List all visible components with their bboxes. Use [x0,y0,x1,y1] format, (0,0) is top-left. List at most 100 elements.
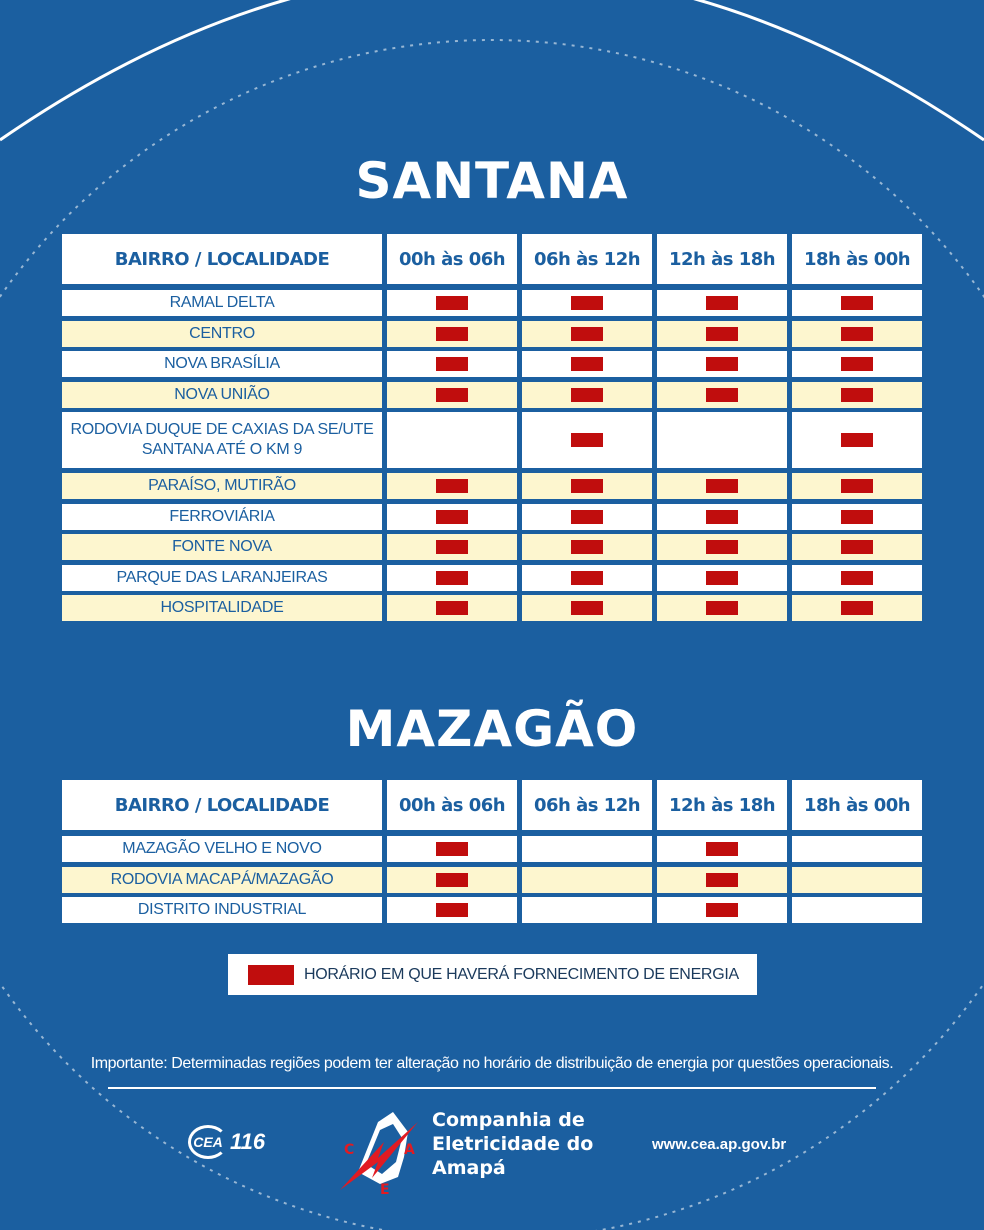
location-name-line: CENTRO [189,324,255,342]
location-name-line: NOVA UNIÃO [174,385,270,403]
supply-mark [571,326,603,341]
period-cell [387,897,517,924]
location-name-line: DISTRITO INDUSTRIAL [137,901,307,919]
location-name-line: PARAÍSO, MUTIRÃO [148,476,296,494]
period-cell [657,897,787,924]
disc-number: 116 [230,1129,266,1154]
supply-mark [571,478,603,493]
period-cell [657,595,787,622]
period-cell [657,836,787,862]
supply-mark [436,387,468,402]
period-cell [657,534,787,561]
period-cell [792,472,922,499]
supply-mark [571,357,603,372]
period-cell [792,351,922,378]
supply-mark [436,296,468,310]
supply-mark [706,872,738,887]
supply-mark [706,478,738,493]
period-cell [792,534,922,561]
supply-mark [571,433,603,448]
period-cell [522,381,652,408]
period-cell [792,564,922,591]
supply-mark [571,540,603,555]
location-name: NOVA BRASÍLIA [62,351,382,378]
supply-mark [571,509,603,524]
period-cell [522,897,652,924]
supply-mark [706,509,738,524]
period-cell [792,290,922,316]
period-cell [387,412,517,469]
legend: HORÁRIO EM QUE HAVERÁ FORNECIMENTO DE EN… [228,954,757,995]
period-cell [387,351,517,378]
location-name: RODOVIA MACAPÁ/MAZAGÃO [62,866,382,893]
supply-mark [841,296,873,310]
location-name-line: NOVA BRASÍLIA [164,355,280,373]
company-name: Companhia de Eletricidade do Amapá [432,1108,593,1180]
location-name-line: PARQUE DAS LARANJEIRAS [116,568,328,586]
company-line-3: Amapá [432,1157,506,1179]
period-cell [387,472,517,499]
period-cell [657,472,787,499]
period-cell [522,290,652,316]
supply-mark [841,387,873,402]
supply-mark [706,296,738,310]
period-cell [387,564,517,591]
period-cell [387,503,517,530]
period-cell [522,320,652,347]
period-cell [657,564,787,591]
period-cell [522,472,652,499]
supply-mark [841,357,873,372]
period-cell [387,381,517,408]
website-link[interactable]: www.cea.ap.gov.br [652,1136,787,1153]
header-period-2: 06h às 12h [522,780,652,830]
header-period-2: 06h às 12h [522,234,652,284]
supply-mark [436,540,468,555]
divider [108,1087,876,1089]
period-cell [657,381,787,408]
mazagao-schedule-table: BAIRRO / LOCALIDADE 00h às 06h 06h às 12h 1… [62,780,922,928]
disc-ring: CEA [188,1125,228,1159]
supply-mark [841,601,873,616]
location-name-line: SANTANA ATÉ O KM 9 [141,441,303,459]
location-name: RODOVIA DUQUE DE CAXIAS DA SE/UTE SANTANA… [62,412,382,469]
location-name-line: FONTE NOVA [172,538,272,556]
supply-mark [841,478,873,493]
location-name: FONTE NOVA [62,534,382,561]
supply-mark [436,326,468,341]
logo-letter-a: A [404,1142,415,1158]
supply-mark [436,601,468,616]
period-cell [522,503,652,530]
location-name-line: RAMAL DELTA [169,294,275,311]
supply-mark [436,842,468,856]
supply-mark [706,387,738,402]
location-name: MAZAGÃO VELHO E NOVO [62,836,382,862]
header-location: BAIRRO / LOCALIDADE [62,234,382,284]
period-cell [522,564,652,591]
location-name: FERROVIÁRIA [62,503,382,530]
section-title-mazagao: MAZAGÃO [345,700,639,758]
location-name: DISTRITO INDUSTRIAL [62,897,382,924]
santana-schedule-table: BAIRRO / LOCALIDADE 00h às 06h 06h às 12h 1… [62,234,922,626]
header-period-3: 12h às 18h [657,234,787,284]
logo-letter-c: C [344,1142,354,1158]
supply-mark [571,601,603,616]
supply-mark [436,478,468,493]
supply-mark [841,326,873,341]
header-period-4: 18h às 00h [792,234,922,284]
period-cell [657,866,787,893]
period-cell [657,290,787,316]
supply-mark [841,433,873,448]
supply-mark [571,387,603,402]
supply-mark [706,570,738,585]
period-cell [657,503,787,530]
location-name-line: RODOVIA DUQUE DE CAXIAS DA SE/UTE [70,421,374,439]
period-cell [657,351,787,378]
supply-mark [571,296,603,310]
legend-text: HORÁRIO EM QUE HAVERÁ FORNECIMENTO DE EN… [304,965,739,983]
period-cell [792,503,922,530]
location-name: NOVA UNIÃO [62,381,382,408]
location-name: RAMAL DELTA [62,290,382,316]
legend-swatch [248,964,294,985]
period-cell [792,320,922,347]
supply-mark [706,903,738,918]
